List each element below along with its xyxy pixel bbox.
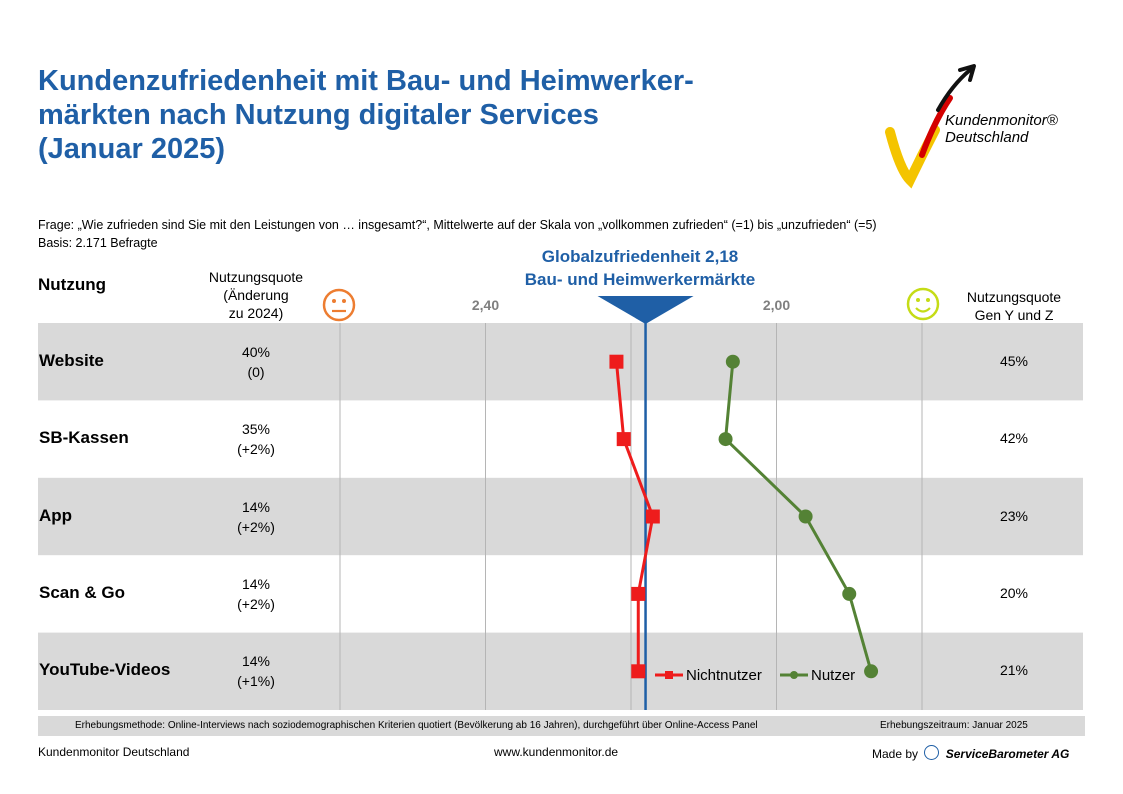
title-line-2: märkten nach Nutzung digitaler Services [38,99,599,131]
row-genyz-quota: 42% [999,430,1029,447]
title-line-1: Kundenzufriedenheit mit Bau- und Heimwer… [38,65,694,97]
nutzung-header: Nutzung [38,275,106,294]
data-point-nutzer [725,354,740,369]
quota-header-line-2: (Änderung [223,287,289,303]
data-point-nichtnutzer [609,354,624,369]
method-bar [38,716,1085,736]
question-text: Frage: „Wie zufrieden sind Sie mit den L… [38,218,877,232]
quota-header: Nutzungsquote (Änderung zu 2024) [196,268,316,322]
legend: Nichtnutzer Nutzer [655,667,855,684]
row-band [38,477,1083,556]
gridlines [339,323,923,710]
basis-text: Basis: 2.171 Befragte [38,236,158,250]
quota-value: 35% [241,421,271,438]
global-satisfaction-line-2: Bau- und Heimwerkermärkte [524,270,756,289]
reference-line [597,296,694,710]
row-band [38,632,1083,710]
row-label: SB-Kassen [39,428,129,448]
kundenmonitor-logo [885,64,976,189]
face-eye [342,299,346,303]
footer-brand: Kundenmonitor Deutschland [38,745,190,759]
row-label: Scan & Go [39,582,125,602]
row-quota: 14% (+1%) [205,651,307,691]
data-point-nutzer [842,586,857,601]
data-point-nichtnutzer [631,586,646,601]
quota-value: 14% [241,575,271,592]
quota-header-line-1: Nutzungsquote [208,269,304,285]
row-label: YouTube-Videos [39,660,171,680]
quota-change: (0) [247,363,265,380]
logo-text: Kundenmonitor® Deutschland [945,112,1058,146]
genyz-header-line-2: Gen Y und Z [974,307,1054,323]
servicebarometer-icon [924,745,940,760]
data-point-nichtnutzer [631,664,646,679]
quota-change: (+1%) [237,673,275,690]
row-quota: 14% (+2%) [205,574,307,614]
footer-made-by: Made by ServiceBarometer AG [872,745,1069,761]
face-mouth [915,307,931,313]
faces [322,287,940,322]
face-eye [926,298,930,302]
face-outline [322,288,356,322]
face-eye [332,299,336,303]
face-eye [916,298,920,302]
genyz-header: Nutzungsquote Gen Y und Z [950,288,1078,324]
data-point-nutzer [798,509,813,524]
quota-value: 14% [241,498,271,515]
row-genyz-quota: 20% [999,584,1029,601]
company-name: ServiceBarometer AG [945,747,1070,761]
row-label: Website [39,350,104,370]
row-quota: 14% (+2%) [205,497,307,537]
quota-header-line-3: zu 2024) [228,305,284,321]
logo-line-2: Deutschland [945,129,1029,146]
data-point-nichtnutzer [645,509,660,524]
x-tick-label: 2,00 [763,297,790,313]
row-genyz-quota: 23% [999,507,1029,524]
period-text: Erhebungszeitraum: Januar 2025 [880,720,1028,731]
data-point-nichtnutzer [616,432,631,447]
row-quota: 35% (+2%) [205,419,307,459]
method-text: Erhebungsmethode: Online-Interviews nach… [75,720,758,731]
row-genyz-quota: 45% [999,352,1029,369]
global-satisfaction-label: Globalzufriedenheit 2,18 Bau- und Heimwe… [470,245,810,291]
data-point-nutzer [718,432,733,447]
logo-check-red [919,95,953,158]
title-line-3: (Januar 2025) [38,133,225,165]
footer-url[interactable]: www.kundenmonitor.de [494,745,619,759]
legend-label: Nutzer [811,667,855,684]
quota-change: (+2%) [237,518,275,535]
genyz-header-line-1: Nutzungsquote [966,289,1062,305]
logo-line-1: Kundenmonitor® [945,112,1058,129]
row-genyz-quota: 21% [999,662,1029,679]
x-tick-label: 2,40 [472,297,499,313]
global-satisfaction-arrow [597,296,694,324]
quota-value: 40% [241,343,271,360]
quota-change: (+2%) [237,441,275,458]
page-title: Kundenzufriedenheit mit Bau- und Heimwer… [38,64,838,166]
global-satisfaction-line-1: Globalzufriedenheit 2,18 [541,247,739,266]
logo-check-black [936,68,972,112]
legend-marker [790,671,798,679]
row-quota: 40% (0) [205,342,307,382]
quota-value: 14% [241,653,271,670]
face-outline [906,287,940,321]
series-lines [609,354,879,679]
row-label: App [39,505,73,525]
row-band [38,323,1083,401]
quota-change: (+2%) [237,595,275,612]
made-by-label: Made by [872,747,919,761]
neutral-face-icon [322,288,356,322]
legend-label: Nichtnutzer [686,667,762,684]
x-tick-labels: 2,40 2,00 [472,297,790,313]
row-bands [38,323,1083,710]
data-point-nutzer [864,664,879,679]
smiley-face-icon [906,287,940,321]
legend-marker [665,671,673,679]
logo-arrow-head [958,64,976,82]
